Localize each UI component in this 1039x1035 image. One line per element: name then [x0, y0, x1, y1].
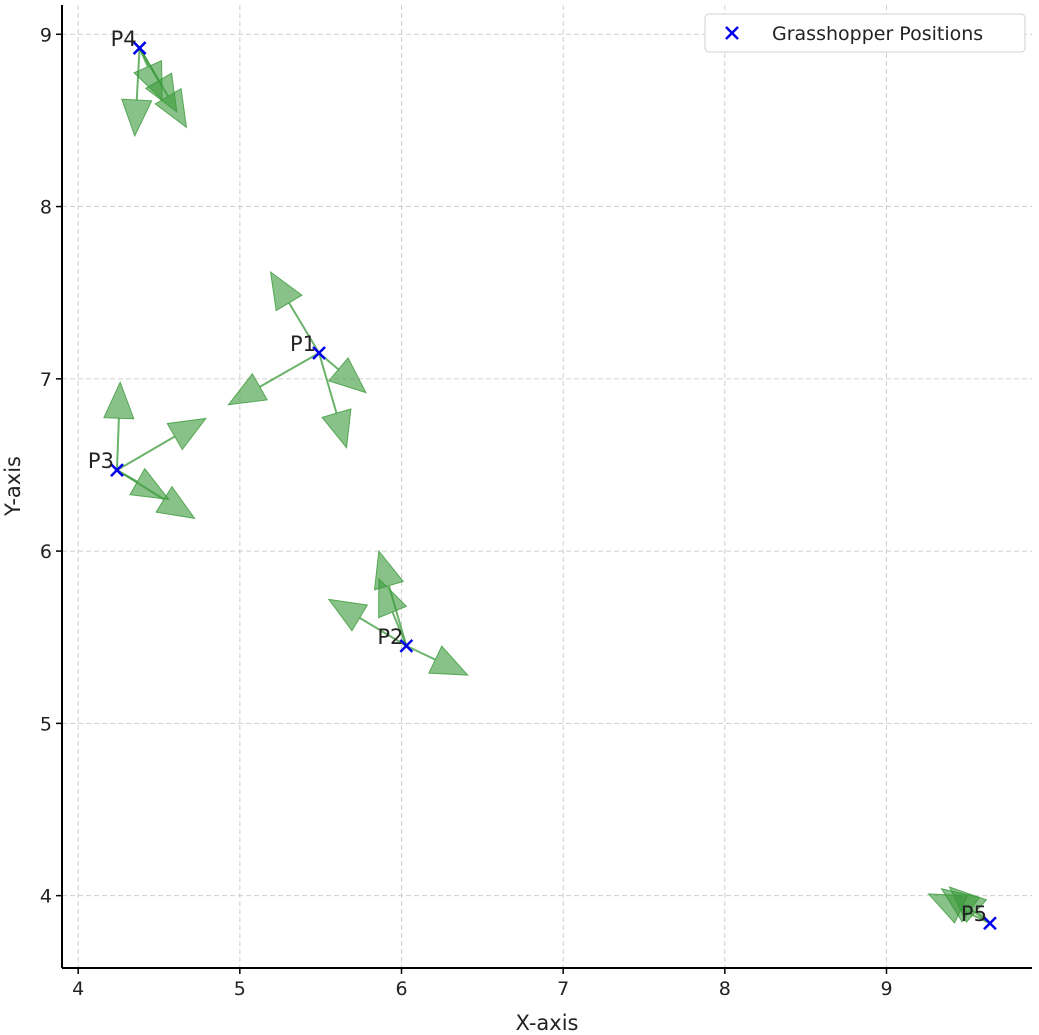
arrow-shaft — [116, 469, 165, 501]
arrow-head — [428, 645, 469, 676]
arrow-head — [948, 886, 988, 924]
x-axis-label: X-axis — [516, 1011, 579, 1035]
arrow-shaft — [116, 435, 176, 471]
arrow-shaft — [288, 302, 320, 354]
marker-stroke — [983, 916, 997, 931]
arrow-head — [373, 549, 405, 591]
arrow-shaft — [259, 352, 320, 388]
arrow-head — [378, 577, 408, 619]
arrow-head — [166, 417, 208, 451]
point-label: P4 — [111, 27, 137, 51]
marker-stroke — [132, 41, 147, 55]
arrow-head — [133, 59, 163, 101]
marker-stroke — [110, 463, 124, 478]
arrow-head — [327, 598, 369, 632]
x-tick-label: 6 — [395, 978, 407, 1000]
movement-arrow — [378, 577, 408, 647]
arrow-head — [155, 485, 196, 520]
y-tick-label: 6 — [40, 541, 52, 563]
arrow-shaft — [359, 616, 407, 647]
arrow-shaft — [318, 352, 338, 414]
x-tick-label: 8 — [719, 978, 731, 1000]
point-label: P2 — [377, 625, 403, 649]
movement-arrow — [116, 417, 208, 471]
y-tick-label: 5 — [40, 713, 52, 735]
grid — [62, 5, 1032, 968]
legend-label: Grasshopper Positions — [772, 23, 983, 45]
legend-box — [704, 13, 1026, 53]
arrow-head — [121, 98, 153, 138]
arrow-head — [227, 372, 269, 406]
x-tick-label: 5 — [234, 978, 246, 1000]
y-tick-label: 7 — [40, 369, 52, 391]
x-tick-label: 9 — [880, 978, 892, 1000]
marker-stroke — [399, 638, 414, 653]
arrow-head — [129, 467, 170, 501]
y-tick-label: 4 — [40, 886, 52, 908]
arrow-shaft — [391, 611, 408, 647]
point-label: P1 — [290, 332, 316, 356]
movement-arrow — [116, 469, 196, 520]
legend-marker-x-icon — [725, 26, 739, 40]
axes: 4 5 6 7 8 9 4 5 6 7 8 9 — [40, 5, 1032, 1000]
x-tick-label: 4 — [72, 978, 84, 1000]
arrow-head — [103, 380, 135, 420]
grasshopper-marker — [110, 463, 124, 478]
point-label: P5 — [961, 902, 987, 926]
grasshopper-marker — [983, 916, 997, 931]
arrow-head — [321, 408, 352, 449]
grasshopper-marker — [132, 41, 147, 55]
marker-stroke — [312, 346, 326, 360]
arrow-shaft — [115, 418, 120, 471]
arrow-head — [269, 270, 303, 312]
grasshopper-marker — [399, 638, 414, 653]
y-tick-label: 8 — [40, 197, 52, 219]
point-label: P3 — [88, 449, 114, 473]
y-tick-label: 9 — [40, 24, 52, 46]
legend: Grasshopper Positions — [704, 13, 1026, 53]
movement-arrow — [269, 270, 320, 354]
movement-arrow — [116, 467, 170, 501]
y-axis-label: Y-axis — [1, 456, 25, 517]
movement-arrow — [103, 380, 135, 471]
x-tick-label: 7 — [557, 978, 569, 1000]
movement-arrow — [227, 352, 320, 406]
grasshopper-marker — [312, 346, 326, 360]
arrow-shaft — [405, 644, 436, 661]
movement-arrow — [318, 352, 352, 449]
movement-arrow — [405, 644, 469, 676]
movement-arrow — [318, 352, 367, 394]
arrow-head — [327, 357, 367, 394]
arrows — [103, 47, 991, 925]
movement-arrow — [327, 598, 407, 647]
points: P1 P2 P3 P4 P5 — [88, 27, 997, 931]
